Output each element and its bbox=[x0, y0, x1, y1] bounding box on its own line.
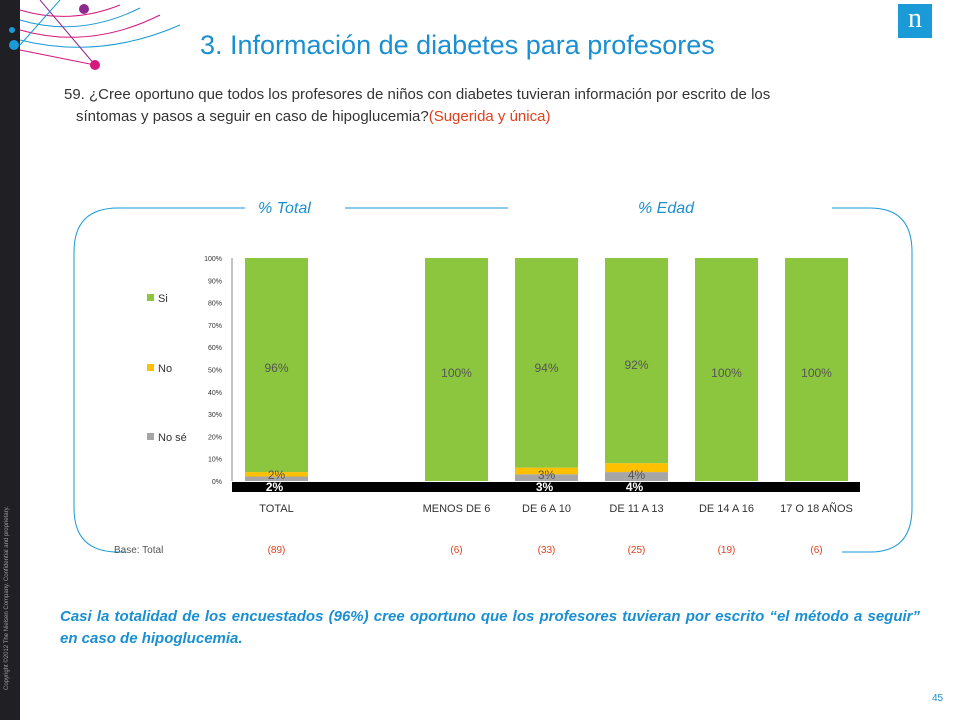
bar-segment-si bbox=[785, 258, 848, 481]
question-highlight: (Sugerida y única) bbox=[428, 108, 551, 125]
base-count: (25) bbox=[628, 545, 646, 556]
data-label-si: 100% bbox=[711, 366, 742, 380]
y-tick-label: 40% bbox=[208, 390, 222, 397]
data-label-si: 94% bbox=[534, 361, 558, 375]
panel-label-total: % Total bbox=[258, 200, 311, 217]
x-category-label: MENOS DE 6 bbox=[423, 503, 491, 515]
bar-segment-si bbox=[245, 258, 308, 473]
bar-segment-si bbox=[425, 258, 488, 481]
base-count: (19) bbox=[718, 545, 736, 556]
y-tick-label: 10% bbox=[208, 457, 222, 464]
data-label-no: 4% bbox=[628, 468, 646, 482]
baseline-band bbox=[232, 482, 860, 492]
y-tick-label: 50% bbox=[208, 368, 222, 375]
legend-swatch bbox=[147, 364, 154, 371]
question-text: 59. ¿Cree oportuno que todos los profeso… bbox=[64, 84, 884, 128]
x-category-label: DE 6 A 10 bbox=[522, 503, 571, 515]
legend-label: No bbox=[158, 363, 172, 375]
data-label-no: 3% bbox=[538, 468, 556, 482]
left-sidebar-bar bbox=[0, 0, 20, 720]
x-category-label: TOTAL bbox=[259, 503, 293, 515]
data-label-si: 96% bbox=[264, 361, 288, 375]
legend-swatch bbox=[147, 294, 154, 301]
y-tick-label: 70% bbox=[208, 323, 222, 330]
y-tick-label: 0% bbox=[212, 479, 222, 486]
base-count: (89) bbox=[268, 545, 286, 556]
data-label-no-se: 3% bbox=[536, 480, 554, 494]
question-line-1: 59. ¿Cree oportuno que todos los profeso… bbox=[64, 86, 771, 103]
data-label-si: 100% bbox=[801, 366, 832, 380]
data-label-no-se: 4% bbox=[626, 480, 644, 494]
legend-swatch bbox=[147, 433, 154, 440]
page-number: 45 bbox=[932, 693, 944, 704]
bar-segment-no-s- bbox=[515, 474, 578, 481]
bar-segment-no bbox=[245, 472, 308, 477]
y-tick-label: 100% bbox=[204, 256, 222, 263]
bar-segment-si bbox=[695, 258, 758, 481]
base-label: Base: Total bbox=[114, 545, 163, 556]
conclusion-text: Casi la totalidad de los encuestados (96… bbox=[60, 608, 920, 647]
x-category-label: DE 14 A 16 bbox=[699, 503, 754, 515]
y-tick-label: 20% bbox=[208, 434, 222, 441]
base-count: (33) bbox=[538, 545, 556, 556]
question-line-2-text: síntomas y pasos a seguir en caso de hip… bbox=[76, 108, 429, 125]
panel-label-edad: % Edad bbox=[638, 200, 695, 217]
legend-label: No sé bbox=[158, 432, 187, 444]
bar-segment-no-s- bbox=[245, 476, 308, 481]
nielsen-logo: n bbox=[898, 4, 932, 38]
x-category-label: DE 11 A 13 bbox=[609, 503, 663, 515]
bar-segment-si bbox=[515, 258, 578, 468]
bar-segment-no-s- bbox=[605, 472, 668, 481]
x-category-label: 17 O 18 AÑOS bbox=[780, 502, 853, 515]
data-label-si: 100% bbox=[441, 366, 472, 380]
base-count: (6) bbox=[450, 545, 462, 556]
data-label-si: 92% bbox=[624, 358, 648, 372]
y-tick-label: 90% bbox=[208, 278, 222, 285]
bar-segment-no bbox=[605, 463, 668, 473]
question-line-2: síntomas y pasos a seguir en caso de hip… bbox=[64, 106, 884, 128]
base-count: (6) bbox=[810, 545, 822, 556]
bar-segment-si bbox=[605, 258, 668, 464]
y-tick-label: 80% bbox=[208, 301, 222, 308]
page-title: 3. Información de diabetes para profesor… bbox=[200, 30, 715, 60]
data-label-no-se: 2% bbox=[266, 480, 284, 494]
bar-segment-no bbox=[515, 467, 578, 475]
legend-label: Si bbox=[158, 293, 168, 305]
y-tick-label: 30% bbox=[208, 412, 222, 419]
decorative-network-graphic bbox=[9, 0, 181, 70]
y-tick-label: 60% bbox=[208, 345, 222, 352]
data-label-no: 2% bbox=[268, 468, 286, 482]
